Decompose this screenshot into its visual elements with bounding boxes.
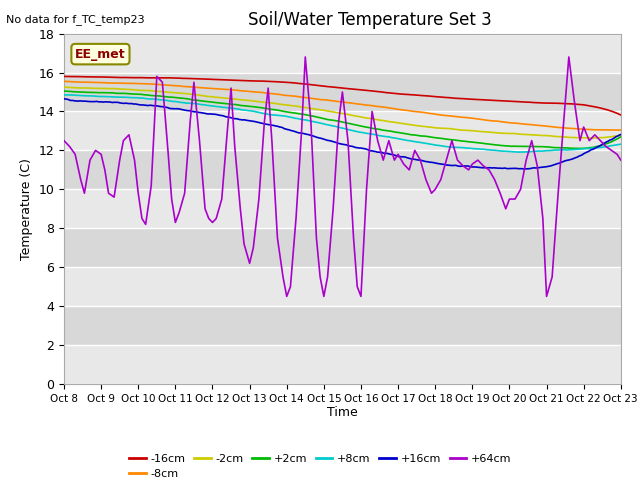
+16cm [521,166,529,172]
+2cm [60,88,68,94]
+2cm [617,134,625,140]
-8cm [617,127,625,133]
+64cm [283,293,291,300]
Bar [64,111,621,150]
+16cm [244,118,252,123]
-8cm [616,127,623,133]
+8cm [130,95,138,100]
Line: -16cm: -16cm [64,76,621,115]
+2cm [575,145,583,151]
-16cm [244,78,252,84]
+2cm [588,144,595,150]
-8cm [586,127,594,132]
-16cm [60,73,68,79]
-16cm [254,78,262,84]
+16cm [588,147,595,153]
-2cm [617,132,625,138]
Line: -2cm: -2cm [64,87,621,138]
-8cm [226,87,234,93]
-16cm [303,82,311,87]
Bar [64,72,621,111]
Line: -8cm: -8cm [64,81,621,130]
+16cm [254,120,262,125]
+16cm [617,132,625,137]
-8cm [60,78,68,84]
Bar [64,306,621,345]
+64cm [77,177,84,182]
-16cm [586,103,594,109]
+8cm [228,105,236,111]
Line: +2cm: +2cm [64,91,621,148]
-16cm [617,112,625,118]
+2cm [129,91,136,97]
+64cm [231,144,239,149]
Bar [64,267,621,306]
+64cm [479,163,487,169]
+64cm [617,157,625,163]
+16cm [129,101,136,107]
Bar [64,228,621,267]
Bar [64,345,621,384]
-2cm [303,105,311,111]
-16cm [129,75,136,81]
+2cm [254,105,262,110]
Bar [64,34,621,72]
+8cm [305,118,313,123]
+8cm [617,141,625,147]
+2cm [244,103,252,109]
+8cm [515,149,522,155]
Line: +16cm: +16cm [64,99,621,169]
-8cm [254,89,262,95]
+16cm [226,115,234,120]
+8cm [589,145,596,151]
Line: +8cm: +8cm [64,95,621,152]
Text: No data for f_TC_temp23: No data for f_TC_temp23 [6,14,145,25]
-2cm [244,97,252,103]
Line: +64cm: +64cm [64,57,621,296]
-8cm [244,88,252,94]
+64cm [81,191,88,196]
+64cm [60,138,68,144]
-2cm [226,96,234,101]
Bar [64,150,621,189]
-2cm [254,99,262,105]
-2cm [129,87,136,93]
-2cm [589,135,596,141]
+64cm [301,54,309,60]
-8cm [129,81,136,86]
Y-axis label: Temperature (C): Temperature (C) [20,158,33,260]
+8cm [255,109,263,115]
-2cm [586,135,594,141]
+16cm [60,96,68,102]
+64cm [528,138,536,144]
-2cm [60,84,68,90]
X-axis label: Time: Time [327,407,358,420]
Legend: -16cm, -8cm, -2cm, +2cm, +8cm, +16cm, +64cm: -16cm, -8cm, -2cm, +2cm, +8cm, +16cm, +6… [125,449,516,480]
+2cm [303,112,311,118]
+2cm [226,101,234,107]
+64cm [586,138,593,144]
+16cm [303,132,311,137]
+8cm [60,92,68,98]
+8cm [63,92,71,98]
-8cm [303,95,311,101]
Title: Soil/Water Temperature Set 3: Soil/Water Temperature Set 3 [248,11,492,29]
+8cm [246,108,254,114]
Text: EE_met: EE_met [75,48,126,60]
-16cm [226,77,234,83]
Bar [64,189,621,228]
